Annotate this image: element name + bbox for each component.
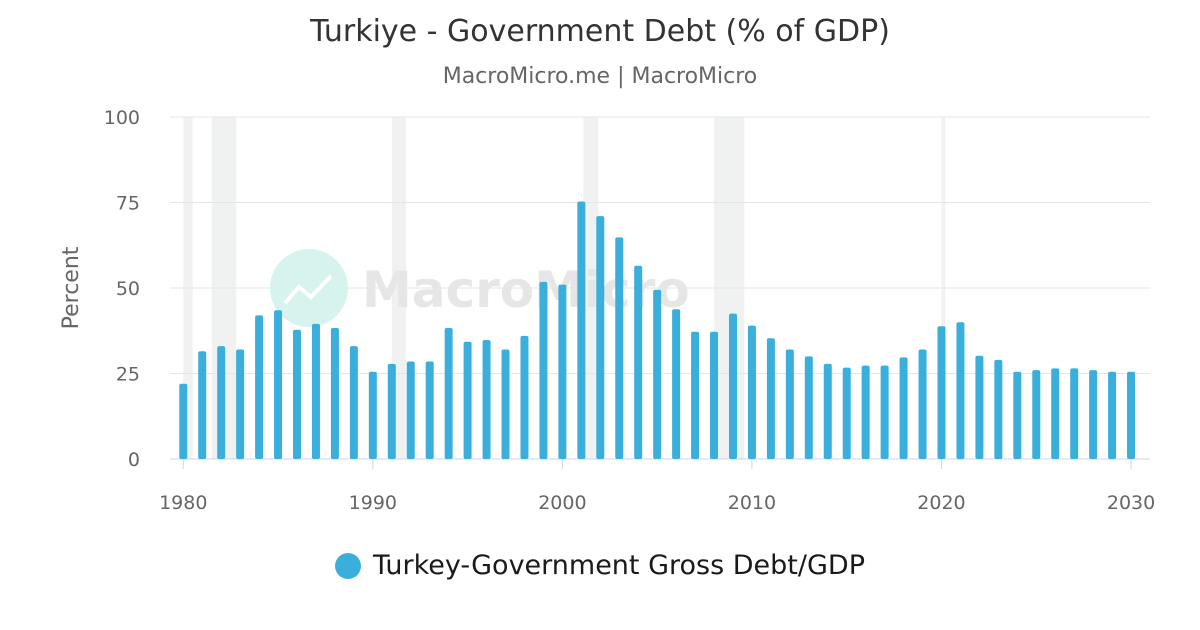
bar[interactable]: [975, 355, 984, 459]
bar[interactable]: [425, 361, 434, 459]
bar[interactable]: [577, 201, 586, 459]
bar[interactable]: [1070, 368, 1079, 459]
bar-series: [179, 201, 1136, 459]
x-tick-label: 2000: [538, 492, 586, 514]
chart-subtitle: MacroMicro.me | MacroMicro: [442, 64, 758, 89]
y-axis-label: Percent: [59, 246, 84, 329]
chart-trend-icon: [283, 274, 333, 305]
bar[interactable]: [956, 322, 965, 459]
bar[interactable]: [842, 367, 851, 459]
x-tick-label: 1990: [349, 492, 397, 514]
bar[interactable]: [596, 216, 605, 459]
bar[interactable]: [747, 325, 756, 459]
bar[interactable]: [880, 365, 889, 459]
watermark: MacroMicro: [270, 249, 690, 327]
bar[interactable]: [255, 315, 264, 459]
y-tick-label: 75: [116, 193, 140, 215]
bar[interactable]: [728, 313, 737, 459]
x-tick-label: 2010: [728, 492, 776, 514]
bar[interactable]: [179, 383, 188, 459]
bar[interactable]: [1108, 371, 1117, 459]
bar[interactable]: [1127, 371, 1136, 459]
bar[interactable]: [311, 323, 320, 459]
bar[interactable]: [994, 359, 1003, 459]
bar[interactable]: [804, 356, 813, 459]
bar[interactable]: [482, 339, 491, 459]
bar[interactable]: [368, 371, 377, 459]
watermark-circle: [270, 249, 348, 327]
bar[interactable]: [463, 341, 472, 459]
y-tick-label: 0: [128, 449, 140, 471]
bar[interactable]: [615, 237, 624, 459]
bar[interactable]: [217, 346, 226, 459]
legend-swatch[interactable]: [335, 552, 361, 579]
bar[interactable]: [1013, 371, 1022, 459]
legend: Turkey-Government Gross Debt/GDP: [0, 550, 1200, 581]
bar[interactable]: [672, 309, 681, 459]
bar[interactable]: [349, 346, 358, 459]
legend-label[interactable]: Turkey-Government Gross Debt/GDP: [373, 550, 865, 581]
axes: 0 25 50 75 100 1980 1990 2000 2010 2020 2030: [104, 107, 1155, 514]
bar[interactable]: [520, 335, 529, 459]
bar[interactable]: [653, 289, 662, 459]
x-tick-label: 2030: [1107, 492, 1155, 514]
y-tick-label: 100: [104, 107, 140, 129]
bar[interactable]: [1089, 370, 1098, 459]
bar[interactable]: [558, 284, 567, 459]
x-tick-label: 1980: [159, 492, 207, 514]
bar[interactable]: [823, 363, 832, 459]
bar[interactable]: [899, 357, 908, 459]
bar[interactable]: [539, 281, 548, 459]
bar[interactable]: [861, 365, 870, 459]
bar[interactable]: [691, 331, 700, 459]
bar[interactable]: [1051, 368, 1060, 459]
bar[interactable]: [937, 326, 946, 459]
bar[interactable]: [918, 349, 927, 459]
bar[interactable]: [785, 349, 794, 459]
bar[interactable]: [710, 331, 719, 459]
bar[interactable]: [274, 310, 283, 459]
y-tick-label: 50: [116, 278, 140, 300]
bar[interactable]: [198, 351, 207, 459]
bar[interactable]: [406, 361, 415, 459]
bar[interactable]: [766, 338, 775, 459]
bar[interactable]: [330, 328, 339, 459]
bar[interactable]: [1032, 370, 1041, 459]
bar[interactable]: [501, 349, 510, 459]
bar[interactable]: [236, 349, 245, 459]
bar[interactable]: [634, 265, 643, 459]
bar[interactable]: [444, 328, 453, 459]
bar[interactable]: [293, 329, 302, 459]
y-tick-label: 25: [116, 364, 140, 386]
bar[interactable]: [387, 363, 396, 459]
x-tick-label: 2020: [917, 492, 965, 514]
chart-title: Turkiye - Government Debt (% of GDP): [310, 14, 890, 49]
